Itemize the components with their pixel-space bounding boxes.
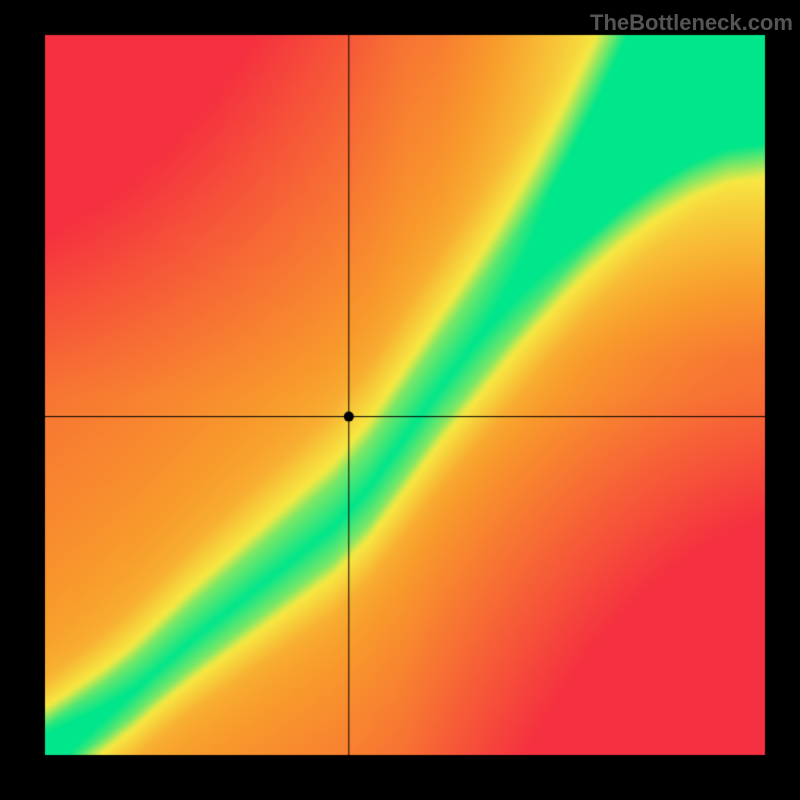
bottleneck-heatmap [0,0,800,800]
watermark-text: TheBottleneck.com [590,10,793,36]
